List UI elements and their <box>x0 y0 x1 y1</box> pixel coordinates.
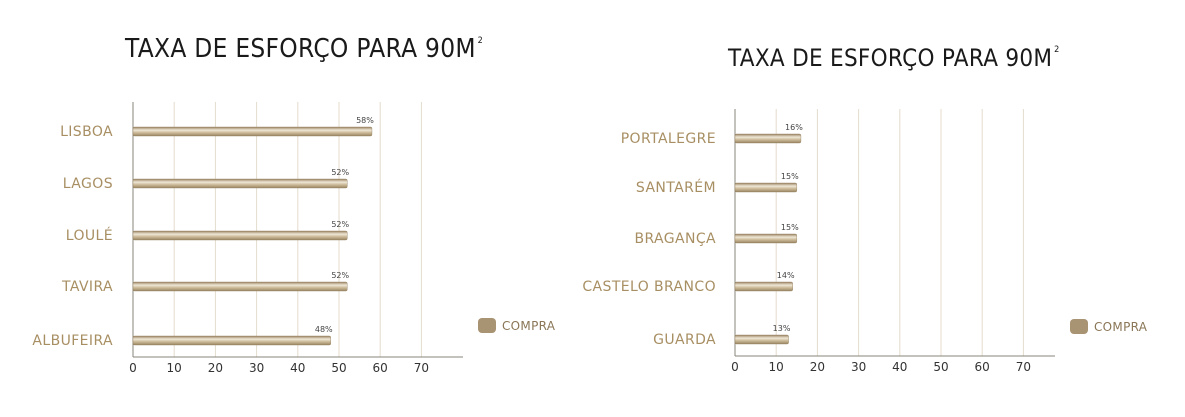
category-label: BRAGANÇA <box>634 231 716 247</box>
bar <box>734 182 797 193</box>
x-tick-label: 60 <box>975 360 990 374</box>
chart-title-superscript: 2 <box>1054 45 1060 55</box>
category-label: TAVIRA <box>61 279 113 295</box>
chart-title-text: TAXA DE ESFORÇO PARA 90M <box>728 44 1053 72</box>
chart-panel-right: TAXA DE ESFORÇO PARA 90M 2 0 10 20 30 40 50 60 7… <box>582 0 1185 417</box>
chart-legend: COMPRA <box>478 318 555 333</box>
x-tick-label: 70 <box>1016 360 1031 374</box>
bar <box>132 230 348 241</box>
value-label: 16% <box>785 123 803 132</box>
bar <box>734 281 793 292</box>
legend-label: COMPRA <box>502 318 556 333</box>
bar-chart-right: 0 10 20 30 40 50 60 70 PORTALEGRE 16% SANTARÉM 15% B… <box>582 109 1055 374</box>
x-tick-label: 20 <box>810 360 825 374</box>
chart-title-text: TAXA DE ESFORÇO PARA 90M <box>125 34 476 64</box>
chart-title-superscript: 2 <box>477 36 484 46</box>
category-label: ALBUFEIRA <box>32 333 113 349</box>
category-label: LAGOS <box>63 176 113 192</box>
x-tick-label: 10 <box>769 360 784 374</box>
x-tick-label: 10 <box>167 361 182 375</box>
category-label: PORTALEGRE <box>621 131 716 147</box>
x-tick-label: 0 <box>129 361 137 375</box>
legend-swatch <box>1070 319 1088 334</box>
value-label: 13% <box>773 324 791 333</box>
value-label: 52% <box>331 271 349 280</box>
value-label: 15% <box>781 223 799 232</box>
x-tick-label: 40 <box>892 360 907 374</box>
value-label: 52% <box>331 220 349 229</box>
x-tick-label: 30 <box>851 360 866 374</box>
chart-legend: COMPRA <box>1070 319 1147 334</box>
value-label: 15% <box>781 172 799 181</box>
value-label: 52% <box>331 168 349 177</box>
legend-swatch <box>478 318 496 333</box>
x-tick-label: 0 <box>731 360 739 374</box>
x-tick-label: 70 <box>414 361 429 375</box>
legend-label: COMPRA <box>1094 319 1148 334</box>
value-label: 48% <box>315 325 333 334</box>
bar-chart-left: 0 10 20 30 40 50 60 70 LISBOA 58% LAGOS 52% LOULÉ 52%… <box>32 102 463 375</box>
value-label: 58% <box>356 116 374 125</box>
x-tick-label: 30 <box>249 361 264 375</box>
category-label: LOULÉ <box>66 227 113 244</box>
x-tick-label: 60 <box>373 361 388 375</box>
x-tick-label: 50 <box>331 361 346 375</box>
x-tick-label: 20 <box>208 361 223 375</box>
bar <box>734 233 797 244</box>
bar <box>132 126 373 137</box>
bar <box>132 335 331 346</box>
bar <box>734 133 802 144</box>
category-label: LISBOA <box>60 124 113 140</box>
category-label: GUARDA <box>653 332 716 348</box>
chart-title: TAXA DE ESFORÇO PARA 90M 2 <box>125 34 483 64</box>
chart-title: TAXA DE ESFORÇO PARA 90M 2 <box>728 44 1060 72</box>
category-label: CASTELO BRANCO <box>582 279 716 295</box>
x-tick-label: 50 <box>933 360 948 374</box>
bar <box>132 178 348 189</box>
category-label: SANTARÉM <box>636 179 716 196</box>
bar <box>734 334 789 345</box>
chart-panel-left: TAXA DE ESFORÇO PARA 90M 2 0 10 20 30 40 50 60 7… <box>0 0 592 417</box>
x-tick-label: 40 <box>290 361 305 375</box>
value-label: 14% <box>777 271 795 280</box>
bar <box>132 281 348 292</box>
